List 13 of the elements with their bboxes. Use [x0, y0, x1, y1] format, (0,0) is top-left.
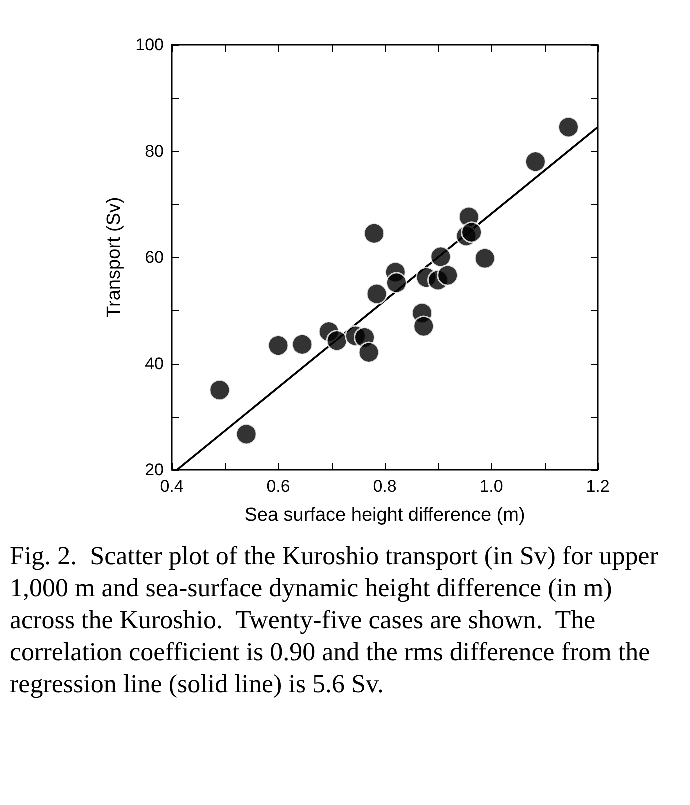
x-tick-label: 1.2	[586, 477, 610, 496]
y-tick-label: 100	[136, 36, 164, 54]
y-tick-label: 20	[145, 460, 164, 480]
y-tick-label: 80	[145, 142, 164, 161]
x-axis-title: Sea surface height difference (m)	[244, 505, 526, 526]
x-tick-label: 0.4	[160, 477, 184, 496]
y-tick-label: 40	[145, 354, 164, 374]
x-tick-label: 0.8	[373, 477, 397, 496]
caption: Fig. 2. Scatter plot of the Kuroshio transport (in Sv) for upper 1,000 m and sea-surface dynamic height difference (in m) across the Kuroshio. Twenty-five cases are shown. The correlation coefficient is 0.90 and the rms difference from the regression line (solid line) is 5.6 Sv.	[10, 542, 665, 698]
x-tick-label: 0.6	[266, 477, 290, 496]
y-tick-label: 60	[145, 248, 164, 267]
y-axis-title: Transport (Sv)	[104, 197, 125, 318]
x-tick-label: 1.0	[480, 477, 504, 496]
